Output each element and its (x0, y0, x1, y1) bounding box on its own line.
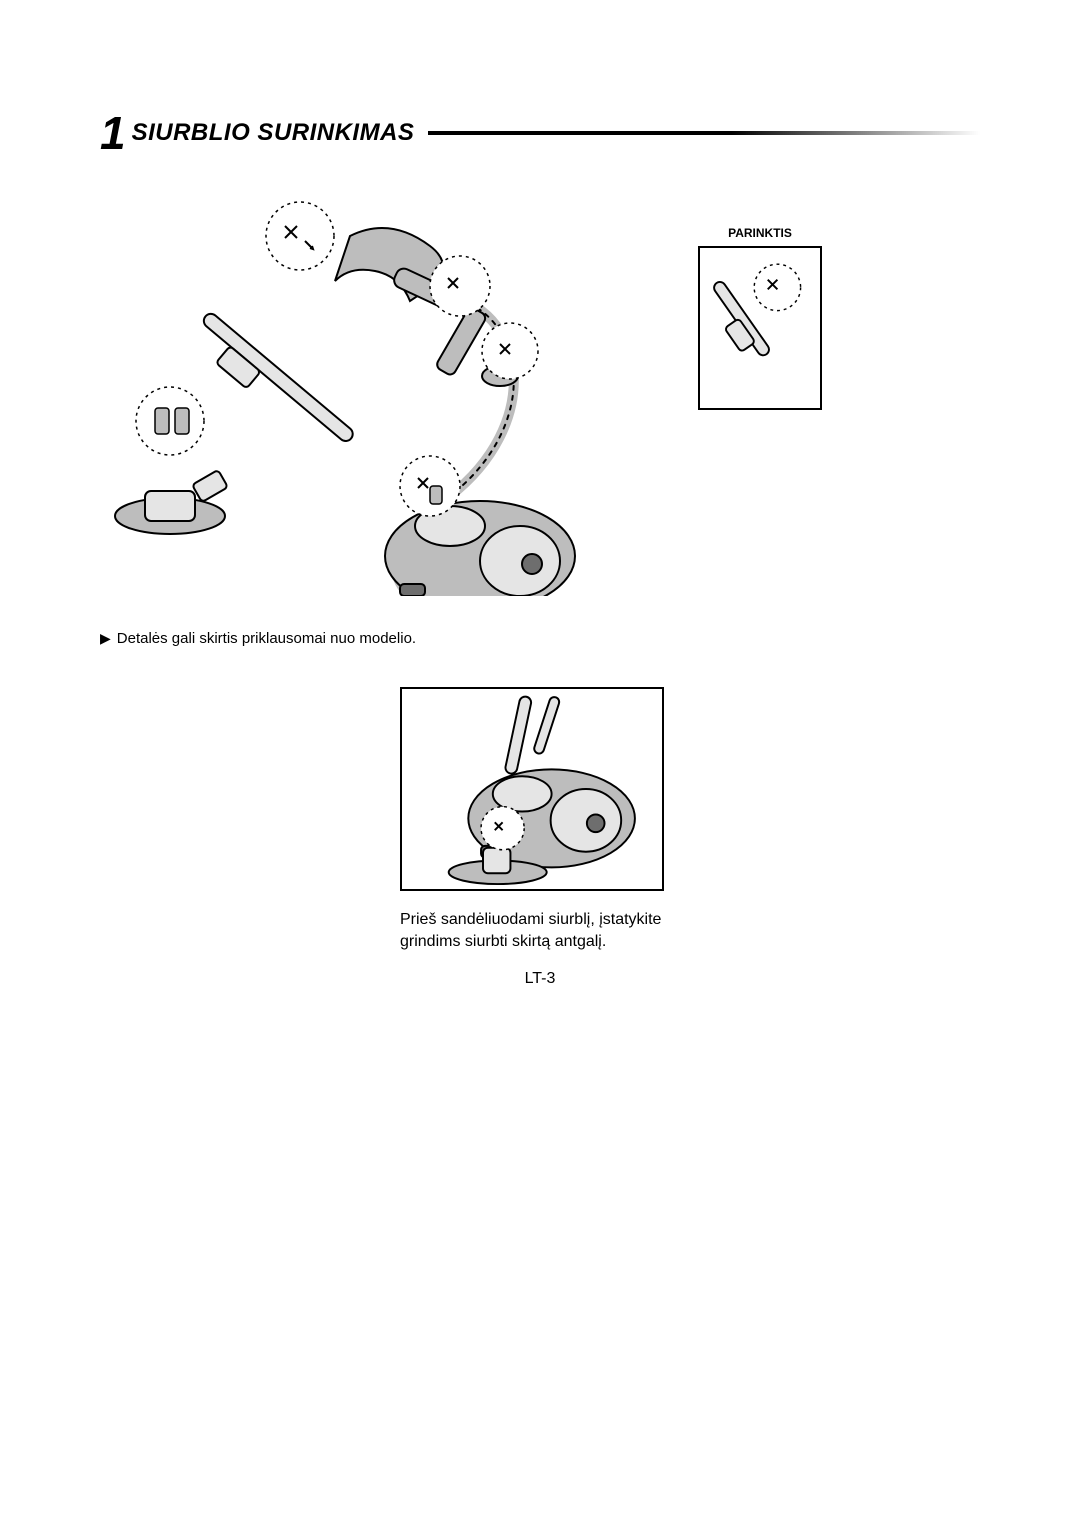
option-diagram-box (698, 246, 822, 410)
vacuum-assembly-icon (100, 196, 660, 596)
section-heading: 1 SIURBLIO SURINKIMAS (100, 110, 980, 156)
section-title: SIURBLIO SURINKIMAS (132, 119, 415, 147)
triangle-right-icon: ▶ (100, 630, 111, 647)
storage-figure-area: Prieš sandėliuodami siurblį, įstatykite … (100, 687, 980, 952)
option-tube-icon (702, 250, 818, 406)
assembly-figure-area: PARINKTIS (100, 196, 980, 616)
vacuum-storage-icon (404, 691, 660, 887)
storage-column: Prieš sandėliuodami siurblį, įstatykite … (400, 687, 680, 952)
vacuum-assembly-diagram (100, 196, 660, 596)
note-text: Detalės gali skirtis priklausomai nuo mo… (117, 630, 416, 647)
heading-rule-icon (428, 131, 980, 135)
section-number: 1 (100, 110, 126, 156)
option-label: PARINKTIS (690, 226, 830, 240)
model-note: ▶ Detalės gali skirtis priklausomai nuo … (100, 630, 980, 647)
storage-diagram-box (400, 687, 664, 891)
page-number: LT-3 (0, 970, 1080, 988)
manual-page: 1 SIURBLIO SURINKIMAS (0, 0, 1080, 1528)
storage-caption: Prieš sandėliuodami siurblį, įstatykite … (400, 909, 680, 952)
option-block: PARINKTIS (690, 226, 830, 410)
